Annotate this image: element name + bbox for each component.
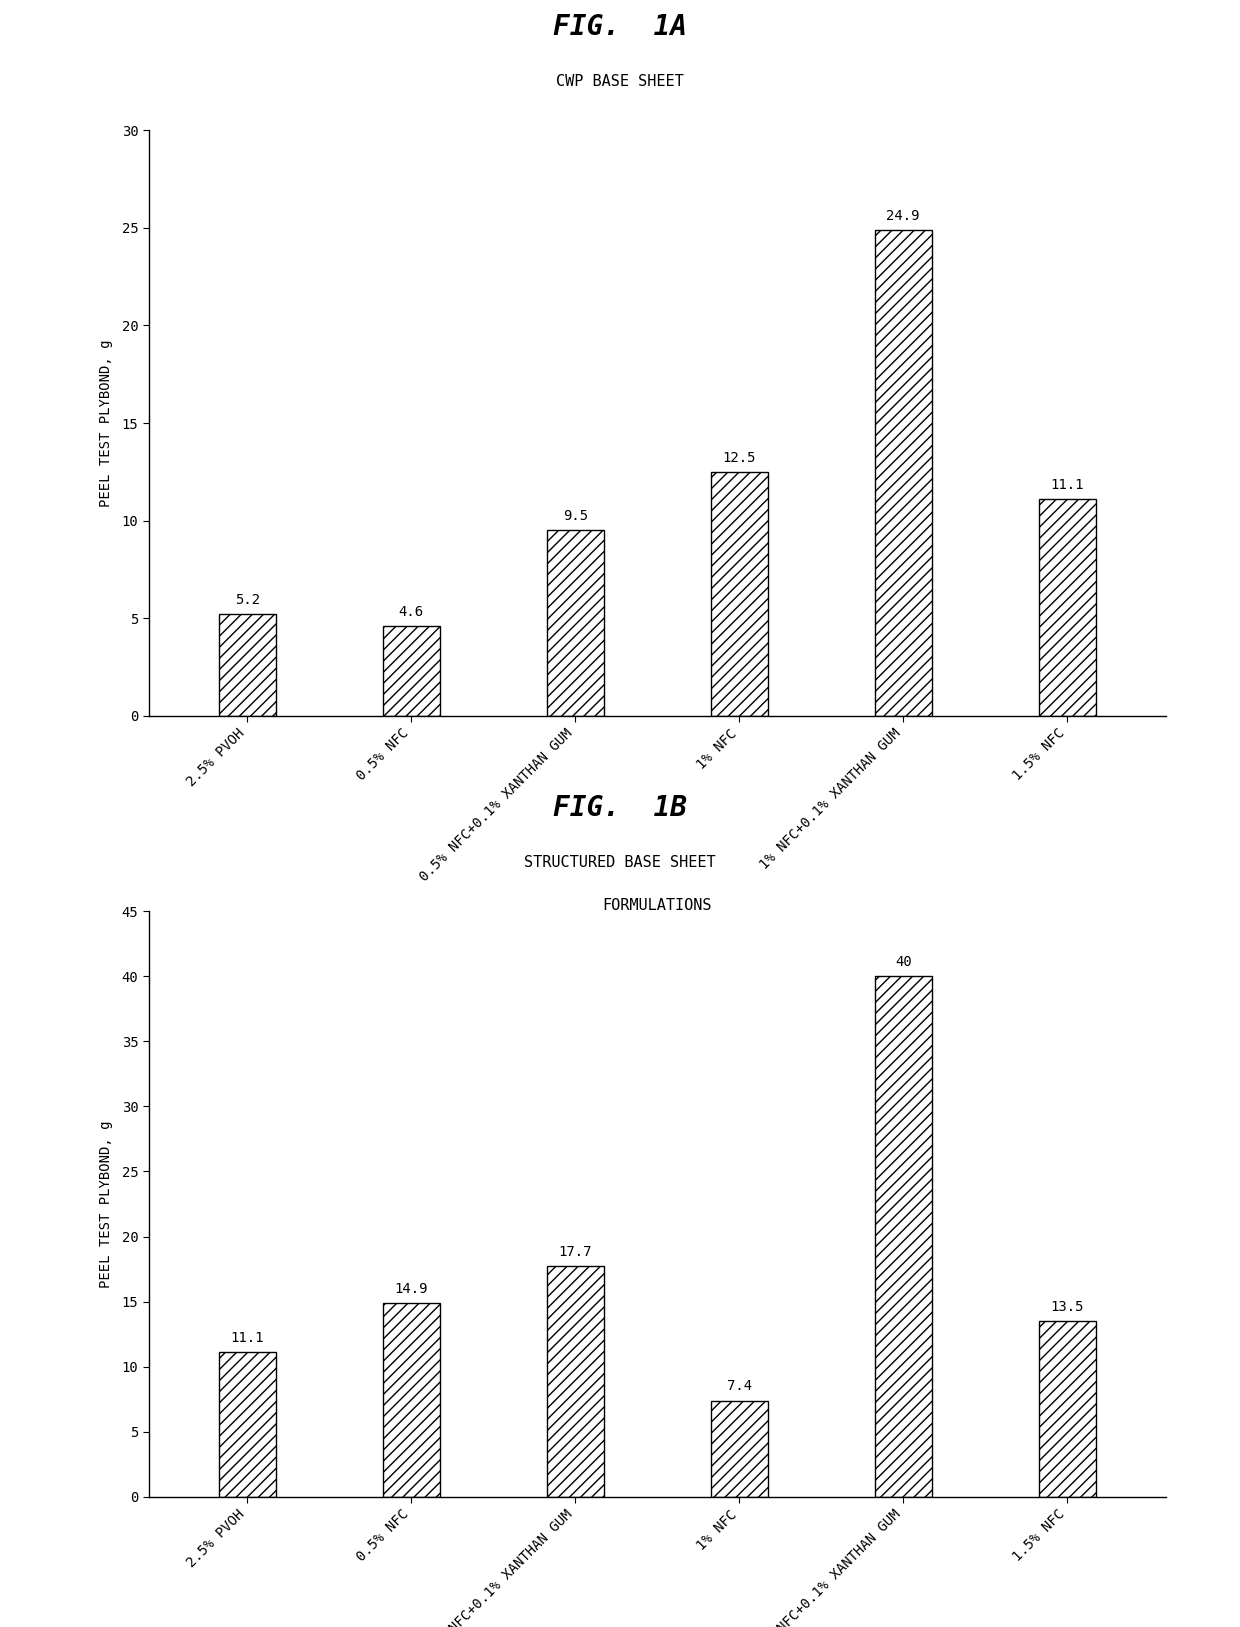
X-axis label: FORMULATIONS: FORMULATIONS <box>603 898 712 913</box>
Text: 7.4: 7.4 <box>727 1380 751 1393</box>
Text: CWP BASE SHEET: CWP BASE SHEET <box>556 75 684 89</box>
Text: 13.5: 13.5 <box>1050 1300 1084 1315</box>
Text: FIG.  1B: FIG. 1B <box>553 794 687 822</box>
Text: 9.5: 9.5 <box>563 509 588 524</box>
Text: 11.1: 11.1 <box>231 1331 264 1346</box>
Bar <box>382 626 440 716</box>
Bar <box>218 1352 275 1497</box>
Bar <box>711 1401 768 1497</box>
Text: 14.9: 14.9 <box>394 1282 428 1295</box>
Text: 4.6: 4.6 <box>398 605 424 618</box>
Text: 5.2: 5.2 <box>234 594 259 607</box>
Text: 12.5: 12.5 <box>723 451 756 465</box>
Bar <box>382 1303 440 1497</box>
Bar <box>874 229 932 716</box>
Bar <box>1039 499 1096 716</box>
Text: STRUCTURED BASE SHEET: STRUCTURED BASE SHEET <box>525 856 715 870</box>
Bar <box>218 615 275 716</box>
Text: 40: 40 <box>895 955 911 970</box>
Text: 17.7: 17.7 <box>558 1245 591 1259</box>
Y-axis label: PEEL TEST PLYBOND, g: PEEL TEST PLYBOND, g <box>99 1121 113 1287</box>
Text: 11.1: 11.1 <box>1050 478 1084 491</box>
Text: 24.9: 24.9 <box>887 208 920 223</box>
Text: FIG.  1A: FIG. 1A <box>553 13 687 41</box>
Bar <box>874 976 932 1497</box>
Bar <box>547 1266 604 1497</box>
Bar <box>547 530 604 716</box>
Bar <box>711 472 768 716</box>
Bar <box>1039 1321 1096 1497</box>
Y-axis label: PEEL TEST PLYBOND, g: PEEL TEST PLYBOND, g <box>99 340 113 506</box>
